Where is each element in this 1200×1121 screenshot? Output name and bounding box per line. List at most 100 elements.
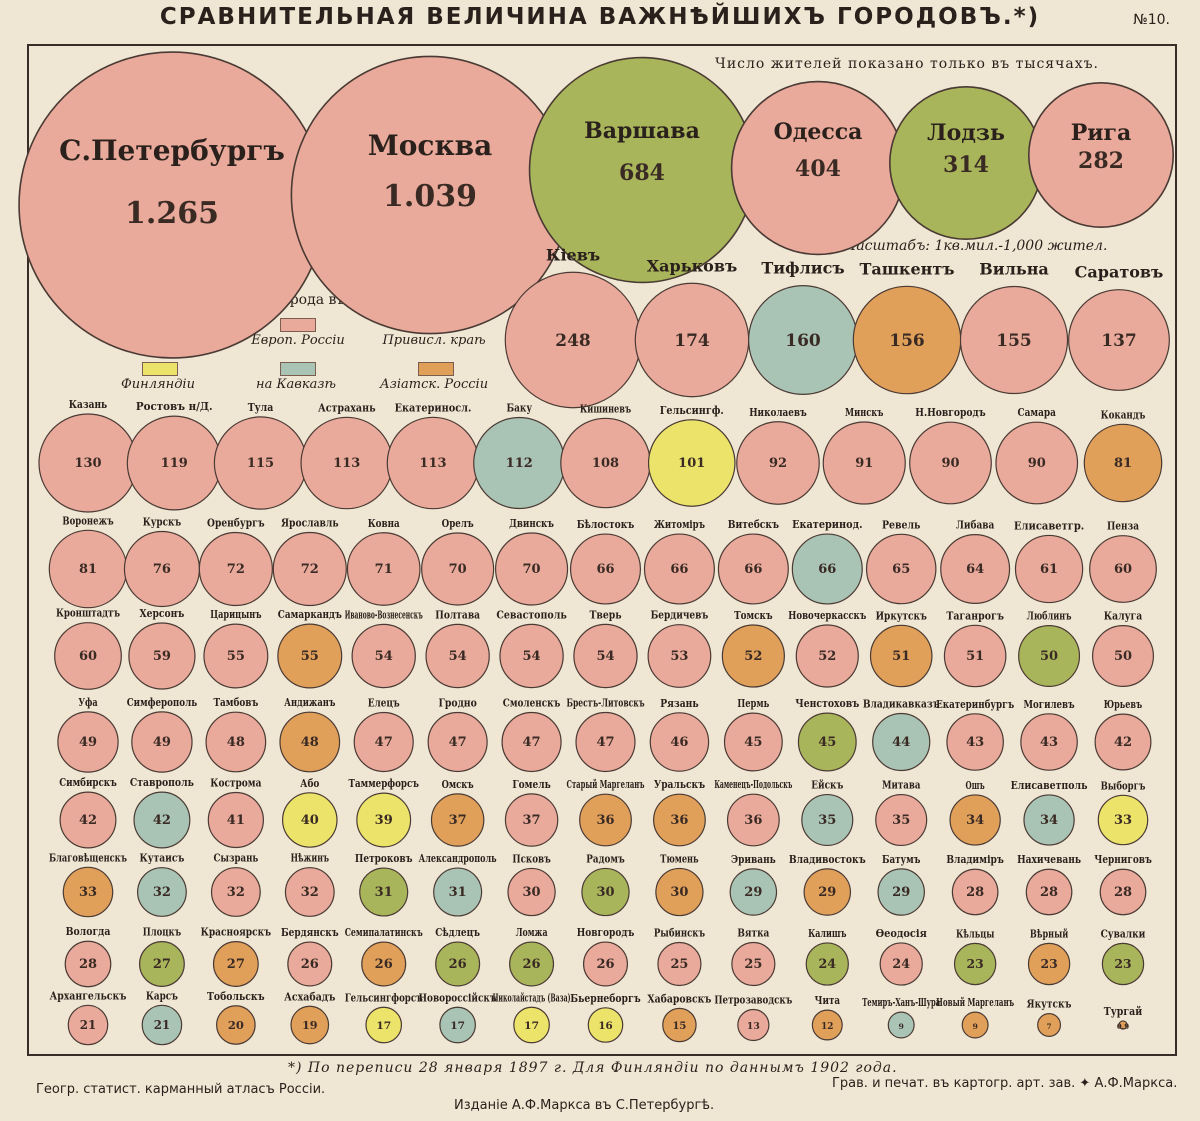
city-name-city-4-5: Полтава	[435, 608, 480, 621]
city-name-city-6-14: Выборгъ	[1101, 779, 1146, 792]
city-value-city-1-2: 160	[785, 331, 821, 351]
city-name-city-9-3: Асхабадъ	[284, 990, 336, 1003]
city-name-city-1-0: Кіевъ	[546, 245, 600, 264]
city-value-city-2-10: 90	[941, 456, 959, 471]
city-name-city-2-5: Баку	[506, 401, 532, 414]
city-name-city-3-8: Житоміръ	[654, 518, 706, 531]
bubble-city-3-10	[791, 533, 863, 605]
city-value-city-6-4: 39	[375, 813, 393, 828]
bubble-city-0-5	[1027, 81, 1175, 229]
city-value-city-0-5: 282	[1078, 148, 1124, 174]
city-name-city-0-1: Москва	[368, 129, 493, 162]
city-name-city-6-4: Таммерфорсъ	[349, 777, 420, 790]
city-name-city-5-13: Могилевъ	[1023, 698, 1075, 711]
city-name-city-3-6: Двинскъ	[509, 517, 554, 530]
city-name-city-4-2: Царицынъ	[210, 608, 262, 621]
city-value-city-0-3: 404	[795, 156, 841, 182]
city-name-city-4-11: Иркутскъ	[876, 609, 928, 622]
legend-swatch-europe	[280, 318, 316, 332]
city-name-city-9-8: Хабаровскъ	[647, 992, 711, 1005]
bubble-city-7-10	[803, 868, 852, 916]
city-value-city-7-0: 33	[79, 885, 97, 900]
city-name-city-7-0: Благовѣщенскъ	[49, 851, 127, 864]
bubble-city-7-1	[137, 867, 187, 917]
city-name-city-9-10: Чита	[814, 994, 840, 1007]
city-name-city-5-4: Елецъ	[368, 697, 400, 710]
bubble-city-8-6	[509, 941, 555, 987]
bubble-city-7-6	[507, 867, 556, 917]
bubble-city-1-5	[1068, 289, 1170, 391]
bubble-city-9-1	[141, 1004, 183, 1046]
city-name-city-4-8: Бердичевъ	[651, 609, 709, 622]
engraver-credit: Грав. и печат. въ картогр. арт. зав. ✦ А…	[832, 1076, 1178, 1091]
bubble-city-6-1	[133, 791, 191, 849]
city-name-city-3-1: Курскъ	[143, 516, 182, 529]
legend-swatch-asia	[418, 362, 454, 376]
city-value-city-5-4: 47	[375, 735, 393, 750]
bubble-city-6-13	[1023, 794, 1075, 846]
bubble-city-8-12	[953, 942, 997, 986]
city-value-city-2-11: 90	[1028, 456, 1046, 471]
city-name-city-9-5: Новороссійскъ	[419, 991, 497, 1004]
atlas-credit: Геогр. статист. карманный атласъ Россіи.	[36, 1082, 326, 1097]
city-name-city-3-7: Бѣлостокъ	[577, 518, 635, 531]
city-name-city-5-9: Пермь	[737, 697, 769, 710]
city-value-city-8-5: 26	[449, 957, 467, 972]
city-value-city-4-10: 52	[818, 649, 836, 664]
city-value-city-6-9: 36	[744, 813, 762, 828]
city-value-city-9-14: 0.9	[1117, 1022, 1129, 1031]
bubble-city-7-11	[877, 868, 925, 916]
bubble-city-6-0	[59, 791, 117, 849]
bubble-city-7-14	[1099, 868, 1147, 916]
city-value-city-9-9: 13	[747, 1021, 760, 1032]
city-value-city-6-6: 37	[523, 813, 541, 828]
bubble-city-6-10	[801, 793, 854, 847]
city-name-city-9-0: Архангельскъ	[50, 989, 127, 1002]
city-name-city-6-1: Ставрополь	[130, 776, 194, 789]
city-value-city-7-12: 28	[966, 885, 984, 900]
city-name-city-4-3: Самаркандъ	[278, 608, 342, 621]
bubble-city-8-14	[1101, 942, 1145, 986]
city-value-city-6-3: 40	[301, 813, 319, 828]
city-name-city-7-4: Петроковъ	[355, 852, 413, 865]
bubble-city-2-11	[995, 421, 1079, 505]
city-value-city-7-2: 32	[227, 885, 245, 900]
city-value-city-3-13: 61	[1040, 562, 1058, 577]
city-value-city-9-2: 20	[228, 1018, 244, 1032]
city-value-city-3-3: 72	[301, 562, 319, 577]
city-name-city-9-9: Петрозаводскъ	[714, 993, 792, 1006]
city-value-city-7-4: 31	[375, 885, 393, 900]
city-value-city-5-14: 42	[1114, 735, 1132, 750]
city-value-city-4-13: 50	[1040, 649, 1058, 664]
city-value-city-8-13: 23	[1040, 956, 1057, 971]
city-name-city-6-0: Симбирскъ	[59, 776, 117, 789]
plate-number: №10.	[1133, 12, 1170, 28]
legend-label-caucasus: на Кавказѣ	[256, 377, 336, 392]
bubble-city-6-12	[949, 794, 1001, 846]
city-name-city-8-5: Сѣдлецъ	[435, 926, 480, 939]
bubble-city-6-14	[1097, 794, 1149, 846]
city-value-city-8-0: 28	[79, 957, 97, 972]
bubble-city-3-9	[717, 533, 789, 605]
bubble-city-4-5	[425, 623, 490, 689]
city-name-city-8-10: Калишъ	[808, 927, 847, 940]
city-value-city-8-14: 23	[1114, 956, 1131, 971]
city-name-city-8-0: Вологда	[66, 925, 111, 938]
city-name-city-6-11: Митава	[882, 779, 920, 792]
city-value-city-0-2: 684	[619, 160, 665, 186]
bubble-city-8-13	[1027, 942, 1071, 986]
bubble-city-9-13	[1037, 1013, 1062, 1037]
city-name-city-9-7: Бьернеборгъ	[570, 992, 641, 1005]
bubble-city-9-2	[216, 1005, 256, 1045]
city-name-city-4-0: Кронштадтъ	[56, 607, 120, 620]
bubble-city-3-6	[494, 532, 569, 606]
city-name-city-8-12: Кѣльцы	[956, 927, 994, 940]
city-name-city-9-1: Карсъ	[146, 989, 178, 1002]
city-name-city-2-11: Самара	[1018, 406, 1056, 419]
city-value-city-1-0: 248	[555, 331, 591, 351]
bubble-city-8-11	[879, 942, 923, 986]
city-name-city-5-10: Ченстоховъ	[795, 697, 859, 710]
city-value-city-5-1: 49	[153, 735, 171, 750]
city-name-city-5-2: Тамбовъ	[213, 696, 258, 709]
bubble-city-9-6	[513, 1006, 550, 1044]
